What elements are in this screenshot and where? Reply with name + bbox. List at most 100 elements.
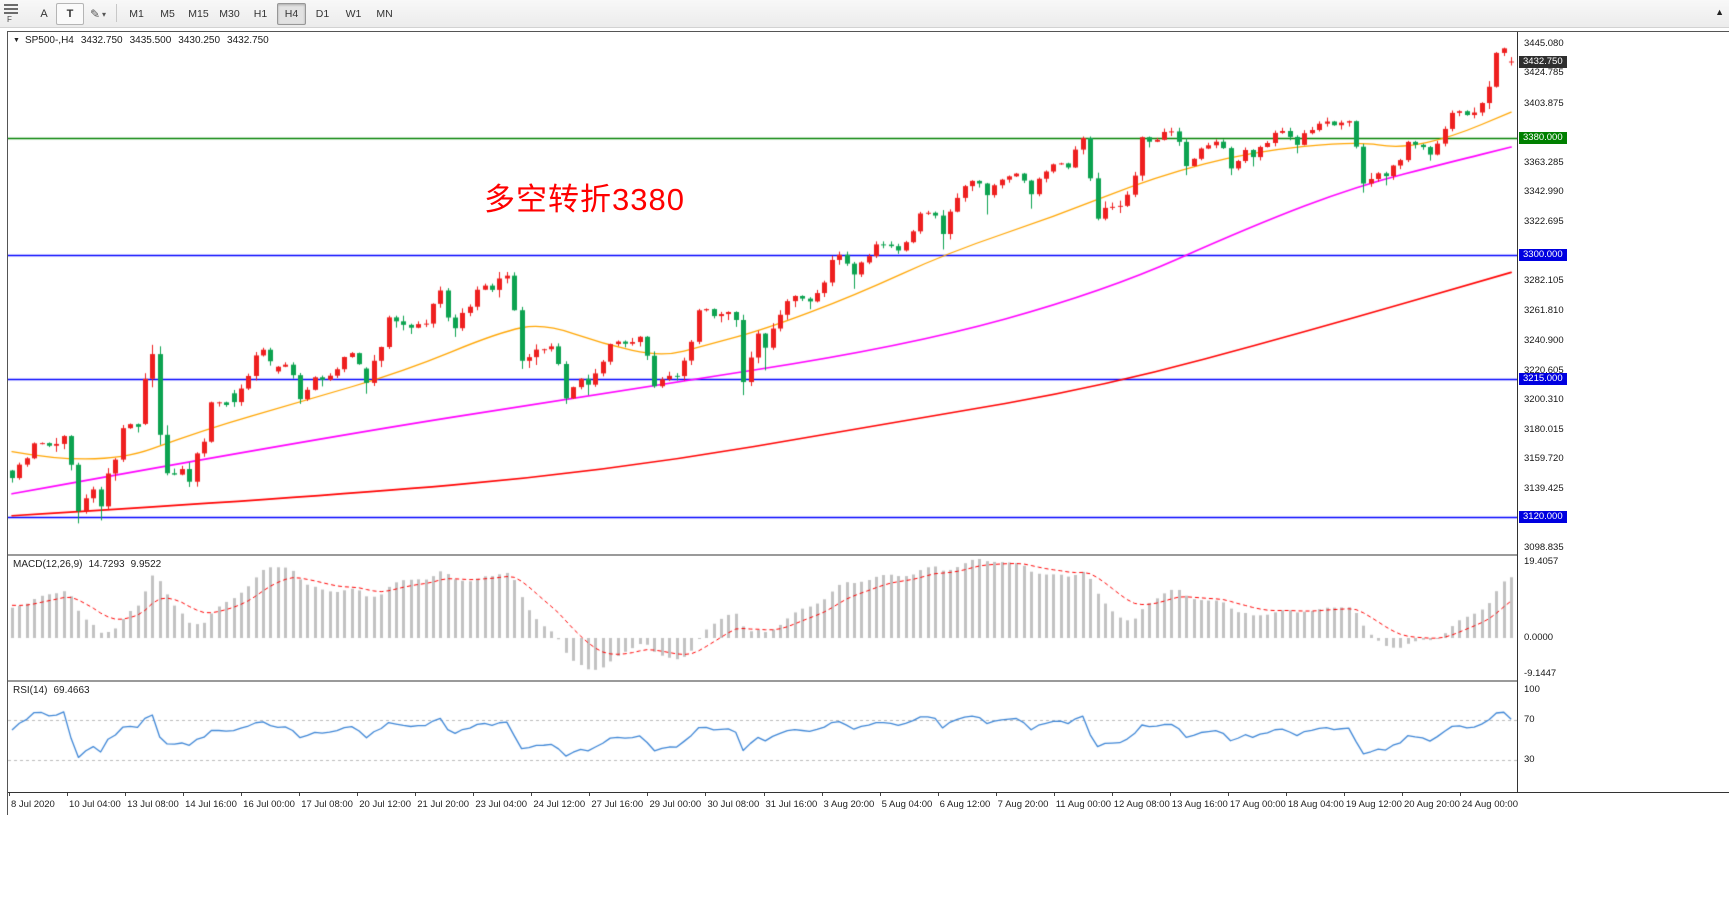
time-tick <box>67 793 69 796</box>
time-tick <box>473 793 475 796</box>
time-axis-label: 17 Aug 00:00 <box>1229 799 1286 810</box>
price-axis-label: 3282.105 <box>1524 275 1564 286</box>
time-axis-label: 14 Jul 16:00 <box>185 799 237 810</box>
time-axis-label: 23 Jul 04:00 <box>475 799 528 810</box>
time-tick <box>357 793 359 796</box>
macd-value-signal: 9.9522 <box>130 559 162 570</box>
symbol-info-bar[interactable]: ▼ SP500-,H4 3432.750 3435.500 3430.250 3432.7… <box>13 35 276 46</box>
price-axis-label: 3139.425 <box>1524 483 1564 494</box>
time-tick <box>1343 793 1345 796</box>
collapse-icon[interactable]: ▼ <box>13 37 20 44</box>
chart-list-icon[interactable] <box>4 4 18 14</box>
toolbar-overflow-icon[interactable]: ▲ <box>1715 7 1724 17</box>
price-axis-label: 3200.310 <box>1524 394 1564 405</box>
time-axis-label: 12 Aug 08:00 <box>1113 799 1170 810</box>
time-axis-label: 21 Jul 20:00 <box>417 799 470 810</box>
time-tick <box>125 793 127 796</box>
time-tick <box>1401 793 1403 796</box>
time-tick <box>299 793 301 796</box>
time-tick <box>1460 793 1461 796</box>
macd-label: MACD(12,26,9) 14.7293 9.9522 <box>13 559 167 570</box>
draw-tool-button[interactable]: ✎ ▾ <box>84 3 112 25</box>
time-tick <box>183 793 185 796</box>
pencil-icon: ✎ <box>89 7 101 21</box>
time-axis-label: 17 Jul 08:00 <box>301 799 353 810</box>
timeframe-button-m15[interactable]: M15 <box>188 8 209 20</box>
price-axis-label: 3363.285 <box>1524 157 1564 168</box>
time-tick <box>1285 793 1287 796</box>
chevron-down-icon: ▾ <box>102 9 107 19</box>
time-axis[interactable]: 8 Jul 2020 10 Jul 04:00 13 Jul 08:00 14 Jul… <box>8 792 1729 816</box>
time-axis-label: 16 Jul 00:00 <box>243 799 295 810</box>
price-axis-label: 3424.785 <box>1524 67 1564 78</box>
price-tag-3300.000: 3300.000 <box>1519 249 1567 261</box>
time-tick <box>1053 793 1055 796</box>
price-tag-3432.750: 3432.750 <box>1519 56 1567 68</box>
macd-axis-label: -9.1447 <box>1524 668 1557 679</box>
price-axis-label: 3322.695 <box>1524 216 1564 227</box>
time-axis-label: 13 Aug 16:00 <box>1171 799 1228 810</box>
price-axis-label: 3342.990 <box>1524 186 1564 197</box>
ohlc-open: 3432.750 <box>80 35 123 46</box>
text-tool-button[interactable]: T <box>56 3 84 25</box>
timeframe-toolbar: M1 M5 M15 M30 H1 H4 D1 W1 MN <box>122 3 401 25</box>
time-axis-label: 10 Jul 04:00 <box>69 799 121 810</box>
symbol-title: SP500-,H4 <box>24 35 74 46</box>
time-axis-label: 20 Jul 12:00 <box>359 799 411 810</box>
panel-separator[interactable] <box>8 554 1729 556</box>
price-chart-canvas[interactable] <box>8 32 1517 554</box>
rsi-canvas[interactable] <box>8 682 1517 791</box>
time-tick <box>589 793 591 796</box>
timeframe-button-m30[interactable]: M30 <box>219 8 240 20</box>
font-tool-button[interactable]: A <box>40 8 48 20</box>
time-axis-label: 20 Aug 20:00 <box>1403 799 1460 810</box>
chart-window: ▼ SP500-,H4 3432.750 3435.500 3430.250 3432.7… <box>7 31 1729 816</box>
time-axis-label: 6 Aug 12:00 <box>939 799 991 810</box>
price-axis-label: 3261.810 <box>1524 305 1564 316</box>
time-tick <box>1169 793 1171 796</box>
chart-annotation-text[interactable]: 多空转折3380 <box>484 182 685 217</box>
rsi-axis-label: 70 <box>1524 714 1535 725</box>
price-axis[interactable]: 3445.080 3432.750 3424.785 3403.875 3380.000… <box>1517 32 1729 792</box>
macd-canvas[interactable] <box>8 556 1517 680</box>
timeframe-button-mn[interactable]: MN <box>376 8 393 20</box>
time-axis-label: 13 Jul 08:00 <box>127 799 179 810</box>
timeframe-button-h1[interactable]: H1 <box>253 8 268 20</box>
time-tick <box>9 793 10 796</box>
rsi-value: 69.4663 <box>53 685 90 696</box>
macd-axis-label: 0.0000 <box>1524 632 1554 643</box>
rsi-axis-label: 30 <box>1524 754 1535 765</box>
toolbar: F A T ✎ ▾ M1 M5 M15 M30 H1 H4 D1 W1 MN ▲ <box>0 0 1729 28</box>
time-axis-label: 30 Jul 08:00 <box>707 799 760 810</box>
macd-value-main: 14.7293 <box>88 559 125 570</box>
time-tick <box>1111 793 1113 796</box>
macd-axis-label: 19.4057 <box>1524 556 1559 567</box>
toolbar-letter-f[interactable]: F <box>7 15 12 24</box>
time-axis-label: 27 Jul 16:00 <box>591 799 644 810</box>
time-tick <box>937 793 939 796</box>
time-axis-label: 3 Aug 20:00 <box>823 799 875 810</box>
ohlc-low: 3430.250 <box>178 35 221 46</box>
time-tick <box>995 793 997 796</box>
timeframe-button-h4[interactable]: H4 <box>277 3 306 25</box>
time-axis-label: 5 Aug 04:00 <box>881 799 933 810</box>
timeframe-button-m1[interactable]: M1 <box>129 8 144 20</box>
time-axis-label: 31 Jul 16:00 <box>765 799 818 810</box>
panel-separator[interactable] <box>8 680 1729 682</box>
time-tick <box>531 793 533 796</box>
timeframe-button-m5[interactable]: M5 <box>160 8 175 20</box>
rsi-name: RSI(14) <box>13 685 48 696</box>
timeframe-button-w1[interactable]: W1 <box>345 8 362 20</box>
time-axis-label: 8 Jul 2020 <box>11 799 55 810</box>
rsi-axis-label: 100 <box>1524 684 1540 695</box>
time-axis-label: 19 Aug 12:00 <box>1345 799 1402 810</box>
time-axis-label: 7 Aug 20:00 <box>997 799 1049 810</box>
rsi-label: RSI(14) 69.4663 <box>13 685 96 696</box>
price-tag-3215.000: 3215.000 <box>1519 373 1567 385</box>
price-axis-label: 3180.015 <box>1524 424 1564 435</box>
time-tick <box>705 793 707 796</box>
toolbar-separator <box>116 4 117 22</box>
price-axis-label: 3240.900 <box>1524 335 1564 346</box>
timeframe-button-d1[interactable]: D1 <box>315 8 330 20</box>
ohlc-high: 3435.500 <box>129 35 172 46</box>
